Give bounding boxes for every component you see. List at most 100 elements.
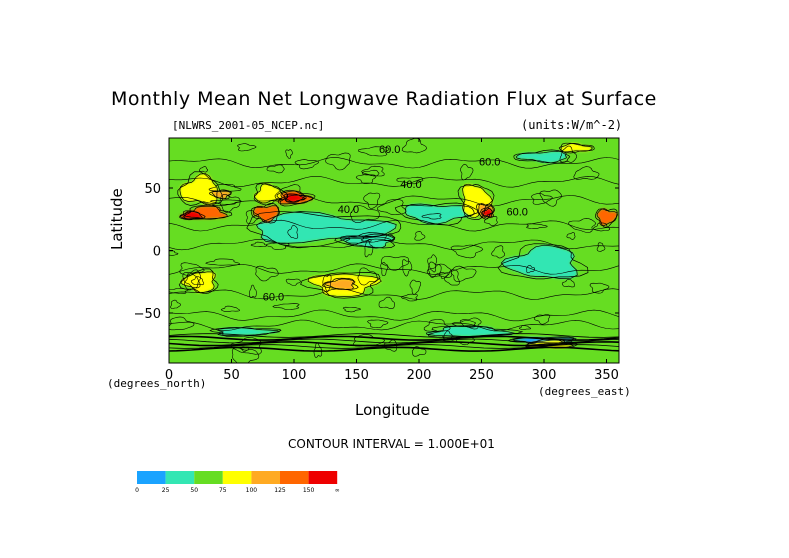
y-unit-label: (degrees_north) bbox=[107, 377, 207, 390]
units-label: (units:W/m^-2) bbox=[521, 118, 623, 132]
contour-line bbox=[515, 150, 567, 164]
colorbar-label: 150 bbox=[303, 487, 315, 494]
x-tick-label: 350 bbox=[594, 368, 619, 383]
contour-line bbox=[596, 242, 606, 252]
contour-line bbox=[480, 207, 494, 218]
contour-line bbox=[593, 222, 611, 232]
contour-line bbox=[409, 279, 422, 295]
contour-line bbox=[362, 169, 380, 177]
contour-line bbox=[484, 215, 498, 227]
colorbar-swatch bbox=[165, 471, 195, 484]
contour-line bbox=[169, 250, 179, 256]
colorbar-swatch bbox=[251, 471, 280, 484]
contour-line bbox=[539, 189, 562, 207]
contour-line bbox=[357, 267, 378, 286]
contour-line bbox=[180, 271, 216, 294]
x-tick-label: 50 bbox=[223, 368, 240, 383]
contour-line bbox=[231, 347, 260, 363]
y-tick-label: −50 bbox=[134, 307, 161, 322]
contour-line bbox=[340, 233, 396, 249]
contour-line bbox=[182, 205, 228, 220]
contour-line bbox=[179, 210, 206, 221]
contour-line bbox=[169, 344, 619, 349]
contour-line bbox=[349, 205, 380, 223]
contour-line bbox=[518, 325, 532, 331]
contour-line bbox=[533, 314, 551, 325]
contour-line bbox=[169, 176, 619, 188]
contour-line bbox=[169, 263, 619, 275]
contour-line bbox=[596, 208, 618, 226]
contour-line bbox=[568, 218, 597, 233]
contour-line bbox=[179, 262, 205, 276]
colorbar: 0 25 50 75 100 125 150 ∞ bbox=[135, 471, 340, 494]
colorbar-label: 0 bbox=[135, 487, 139, 494]
file-label: [NLWRS_2001-05_NCEP.nc] bbox=[172, 119, 325, 132]
field-region bbox=[462, 184, 493, 218]
contour-line bbox=[245, 210, 260, 224]
contour-line bbox=[208, 189, 232, 200]
contour-line bbox=[384, 233, 395, 242]
contour-line bbox=[423, 319, 451, 333]
contour-line bbox=[307, 273, 382, 297]
contour-line bbox=[211, 190, 232, 200]
axes: 0 50 100 150 200 250 300 350 50 0 −50 bbox=[134, 138, 619, 383]
contour-line bbox=[266, 164, 285, 174]
contour-line bbox=[169, 346, 619, 352]
contour-line bbox=[497, 243, 589, 280]
contour-line bbox=[169, 319, 619, 332]
colorbar-label: ∞ bbox=[335, 487, 340, 494]
contour-line bbox=[170, 299, 181, 309]
contour-line bbox=[325, 152, 351, 171]
contour-line bbox=[169, 333, 619, 338]
contour-line bbox=[300, 272, 381, 299]
contour-line bbox=[255, 265, 279, 282]
contour-line bbox=[274, 184, 305, 203]
contour-line bbox=[250, 241, 268, 247]
colorbar-swatch bbox=[280, 471, 309, 484]
contour-line bbox=[394, 202, 479, 226]
contour-line bbox=[285, 278, 301, 286]
contour-line bbox=[450, 265, 477, 282]
contour-line bbox=[566, 232, 576, 240]
contour-line bbox=[573, 166, 600, 180]
contour-line bbox=[177, 171, 224, 206]
contour-line bbox=[276, 189, 316, 207]
colorbar-swatch bbox=[194, 471, 223, 484]
contour-label: 60.0 bbox=[507, 207, 528, 219]
contour-line bbox=[513, 149, 571, 164]
contour-line bbox=[414, 231, 426, 241]
contour-line bbox=[179, 210, 203, 220]
contour-line bbox=[367, 319, 389, 329]
x-unit-label: (degrees_east) bbox=[538, 385, 631, 398]
y-tick-label: 50 bbox=[144, 182, 161, 197]
contour-line bbox=[421, 213, 442, 220]
contour-line bbox=[342, 306, 361, 313]
contour-line bbox=[531, 193, 553, 205]
contour-line bbox=[358, 146, 390, 157]
contour-line bbox=[378, 296, 396, 310]
colorbar-label: 75 bbox=[219, 487, 227, 494]
field-region bbox=[256, 211, 397, 244]
contour-label: 40.0 bbox=[400, 179, 421, 191]
contour-line bbox=[491, 245, 505, 259]
contour-line bbox=[364, 240, 374, 258]
contour-line bbox=[169, 194, 619, 207]
contour-line bbox=[272, 303, 300, 310]
contour-line bbox=[285, 149, 293, 159]
contour-line bbox=[287, 224, 299, 239]
colorbar-swatch bbox=[137, 471, 166, 484]
field-region bbox=[179, 173, 218, 206]
contour-line bbox=[209, 199, 242, 205]
contour-line bbox=[169, 238, 619, 251]
contour-line bbox=[182, 269, 202, 289]
contour-line bbox=[438, 271, 449, 279]
contour-line bbox=[401, 293, 418, 302]
contour-line bbox=[377, 199, 407, 216]
contour-line bbox=[169, 316, 195, 331]
contour-line bbox=[396, 176, 424, 185]
colorbar-label: 50 bbox=[190, 487, 198, 494]
contour-line bbox=[444, 269, 460, 286]
contour-line bbox=[169, 309, 619, 322]
colorbar-swatch bbox=[222, 471, 252, 484]
contour-line bbox=[559, 145, 577, 163]
